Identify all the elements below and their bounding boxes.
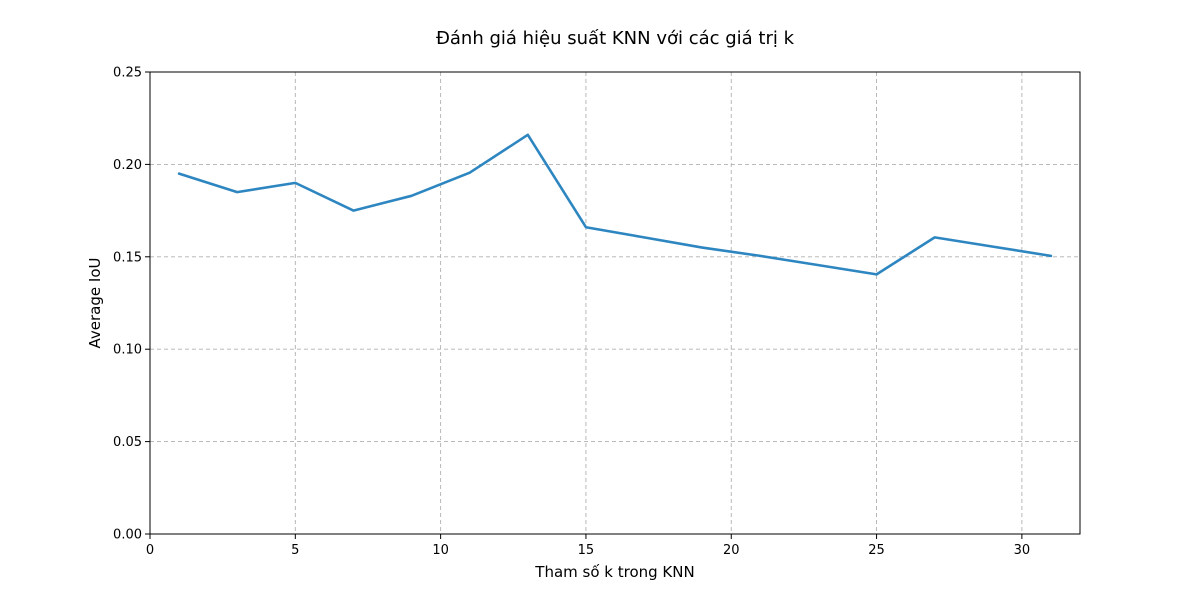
y-tick-label: 0.15 (113, 250, 142, 265)
x-tick-label: 5 (291, 543, 299, 558)
y-tick-label: 0.25 (113, 66, 142, 81)
x-tick-label: 0 (146, 543, 154, 558)
plot-frame (149, 71, 1081, 535)
x-tick-label: 30 (1014, 543, 1031, 558)
chart-title: Đánh giá hiệu suất KNN với các giá trị k (436, 28, 795, 49)
series-line (177, 133, 1053, 276)
y-tick-label: 0.05 (113, 435, 142, 450)
y-axis: 0.00 0.05 0.10 0.15 0.20 0.25 (113, 66, 150, 543)
y-tick-label: 0.10 (113, 343, 142, 358)
x-axis-label: Tham số k trong KNN (534, 563, 694, 581)
y-axis-label: Average IoU (86, 258, 104, 349)
x-tick-label: 10 (432, 543, 449, 558)
grid (149, 71, 1080, 535)
x-tick-label: 20 (723, 543, 740, 558)
y-tick-label: 0.00 (113, 528, 142, 543)
y-tick-label: 0.20 (113, 158, 142, 173)
x-tick-label: 25 (868, 543, 885, 558)
x-axis: 0 5 10 15 20 25 30 (146, 534, 1030, 558)
x-tick-label: 15 (578, 543, 595, 558)
series-layer (177, 133, 1053, 276)
